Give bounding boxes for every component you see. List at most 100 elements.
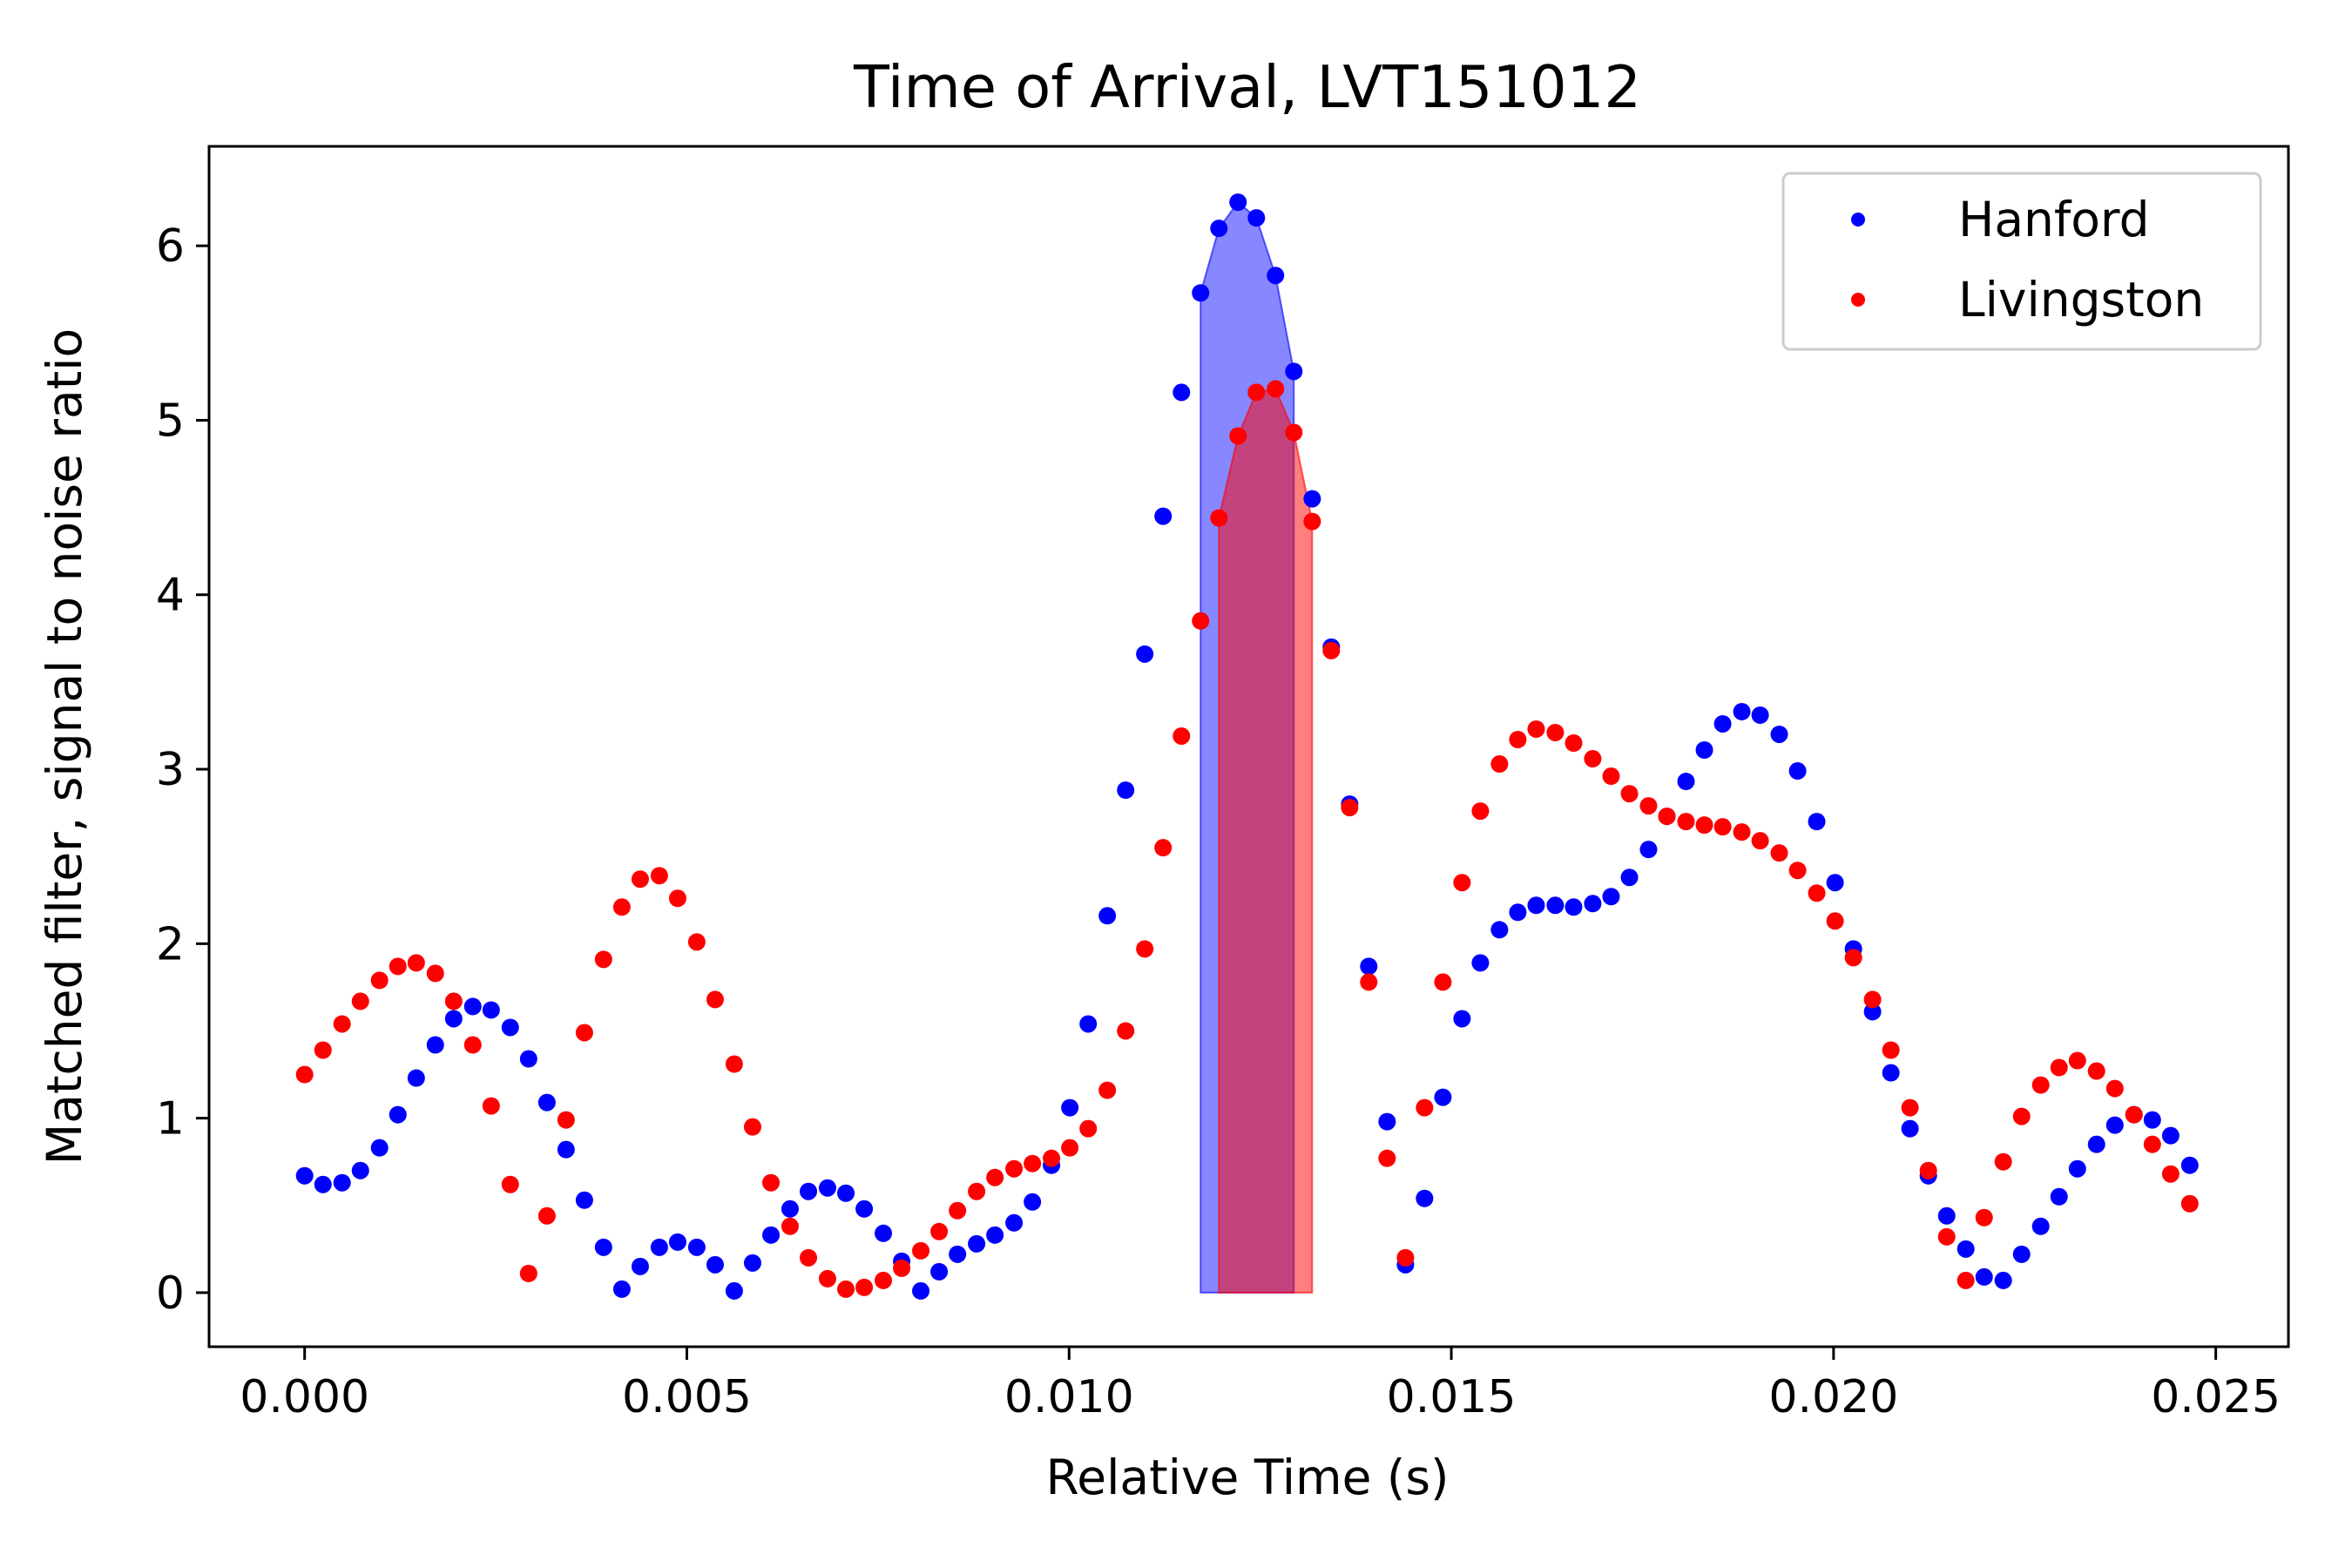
data-point-hanford <box>1882 1064 1900 1082</box>
data-point-livingston <box>1453 874 1471 892</box>
series-hanford <box>295 193 2199 1300</box>
data-point-hanford <box>1639 841 1658 859</box>
data-point-livingston <box>1416 1098 1434 1117</box>
data-point-hanford <box>1527 896 1545 915</box>
x-tick-label: 0.000 <box>240 1371 369 1423</box>
data-point-livingston <box>537 1206 556 1225</box>
data-point-livingston <box>687 933 706 951</box>
data-point-hanford <box>1602 888 1620 906</box>
y-tick-label: 2 <box>156 918 185 970</box>
data-point-livingston <box>1957 1271 1975 1289</box>
data-point-livingston <box>501 1175 519 1193</box>
data-point-hanford <box>687 1238 706 1256</box>
data-point-livingston <box>2125 1105 2143 1124</box>
data-point-livingston <box>575 1024 593 1042</box>
data-point-livingston <box>1043 1149 1061 1167</box>
data-point-hanford <box>1788 762 1807 781</box>
data-point-hanford <box>818 1179 836 1197</box>
data-point-hanford <box>1079 1015 1098 1033</box>
data-point-livingston <box>1751 832 1769 850</box>
data-point-hanford <box>1154 507 1173 525</box>
data-point-hanford <box>482 1001 500 1019</box>
data-point-hanford <box>2105 1116 2124 1134</box>
data-point-hanford <box>725 1281 743 1300</box>
data-point-hanford <box>295 1166 314 1185</box>
data-point-hanford <box>444 1010 463 1028</box>
data-point-livingston <box>762 1173 781 1192</box>
data-point-hanford <box>1770 725 1788 743</box>
data-point-livingston <box>1733 823 1751 841</box>
data-point-livingston <box>1471 802 1490 821</box>
data-point-hanford <box>986 1226 1004 1244</box>
data-point-hanford <box>650 1238 668 1256</box>
data-point-livingston <box>1117 1022 1135 1040</box>
data-point-hanford <box>501 1018 519 1037</box>
data-point-livingston <box>1098 1081 1117 1099</box>
data-point-livingston <box>1210 509 1228 527</box>
data-point-hanford <box>1695 741 1713 760</box>
data-point-livingston <box>594 950 612 969</box>
data-point-hanford <box>631 1257 649 1275</box>
data-point-hanford <box>1713 714 1732 733</box>
data-point-livingston <box>314 1041 332 1059</box>
x-axis: 0.000 0.005 0.010 0.015 0.020 0.025 <box>240 1347 2281 1423</box>
data-point-livingston <box>1229 427 1247 445</box>
data-point-hanford <box>837 1184 855 1202</box>
data-point-livingston <box>818 1269 836 1288</box>
data-point-livingston <box>612 898 631 916</box>
data-point-livingston <box>1173 727 1191 745</box>
legend-marker-livingston <box>1851 293 1865 307</box>
data-point-hanford <box>389 1105 407 1124</box>
data-point-livingston <box>1919 1161 1937 1179</box>
data-point-livingston <box>668 889 686 908</box>
data-point-hanford <box>1901 1119 1919 1138</box>
data-point-livingston <box>725 1055 743 1073</box>
data-point-livingston <box>1154 839 1173 857</box>
data-point-hanford <box>1005 1213 1024 1232</box>
data-point-livingston <box>1061 1139 1079 1157</box>
y-tick-label: 5 <box>156 395 185 447</box>
data-point-hanford <box>1751 706 1769 724</box>
data-point-livingston <box>1863 990 1882 1009</box>
data-point-livingston <box>1994 1152 2012 1171</box>
data-point-hanford <box>370 1139 389 1157</box>
data-point-livingston <box>2180 1194 2199 1213</box>
data-point-hanford <box>1303 490 1321 508</box>
data-point-livingston <box>407 954 425 972</box>
data-point-livingston <box>1639 797 1658 815</box>
data-point-livingston <box>1602 767 1620 786</box>
data-point-livingston <box>1658 808 1676 826</box>
data-point-hanford <box>1136 645 1154 663</box>
data-point-hanford <box>351 1161 369 1179</box>
data-point-livingston <box>1882 1041 1900 1059</box>
data-point-livingston <box>986 1168 1004 1186</box>
x-tick-label: 0.010 <box>1004 1371 1134 1423</box>
data-point-livingston <box>1490 755 1509 774</box>
data-point-hanford <box>1024 1193 1042 1211</box>
data-point-hanford <box>519 1050 537 1068</box>
data-point-hanford <box>1975 1267 1993 1286</box>
shaded-region-livingston <box>1218 388 1314 1294</box>
data-point-hanford <box>1733 702 1751 720</box>
data-point-hanford <box>1620 868 1639 887</box>
data-point-livingston <box>519 1264 537 1282</box>
data-point-livingston <box>1303 512 1321 531</box>
data-point-hanford <box>875 1224 893 1242</box>
data-point-livingston <box>2143 1135 2161 1153</box>
data-point-hanford <box>2012 1245 2031 1263</box>
data-point-livingston <box>930 1222 949 1240</box>
data-point-livingston <box>1546 723 1565 741</box>
data-point-hanford <box>1098 907 1117 925</box>
x-axis-label: Relative Time (s) <box>1046 1450 1450 1505</box>
data-point-livingston <box>1677 813 1695 831</box>
y-tick-label: 1 <box>156 1093 185 1146</box>
data-point-livingston <box>1788 862 1807 880</box>
data-point-livingston <box>1396 1248 1415 1267</box>
data-point-hanford <box>1937 1206 1956 1225</box>
y-tick-label: 6 <box>156 220 185 273</box>
chart-title: Time of Arrival, LVT151012 <box>853 53 1641 121</box>
data-point-hanford <box>537 1093 556 1112</box>
data-point-livingston <box>1322 641 1341 659</box>
data-point-livingston <box>2050 1058 2068 1077</box>
x-tick-label: 0.020 <box>1768 1371 1898 1423</box>
